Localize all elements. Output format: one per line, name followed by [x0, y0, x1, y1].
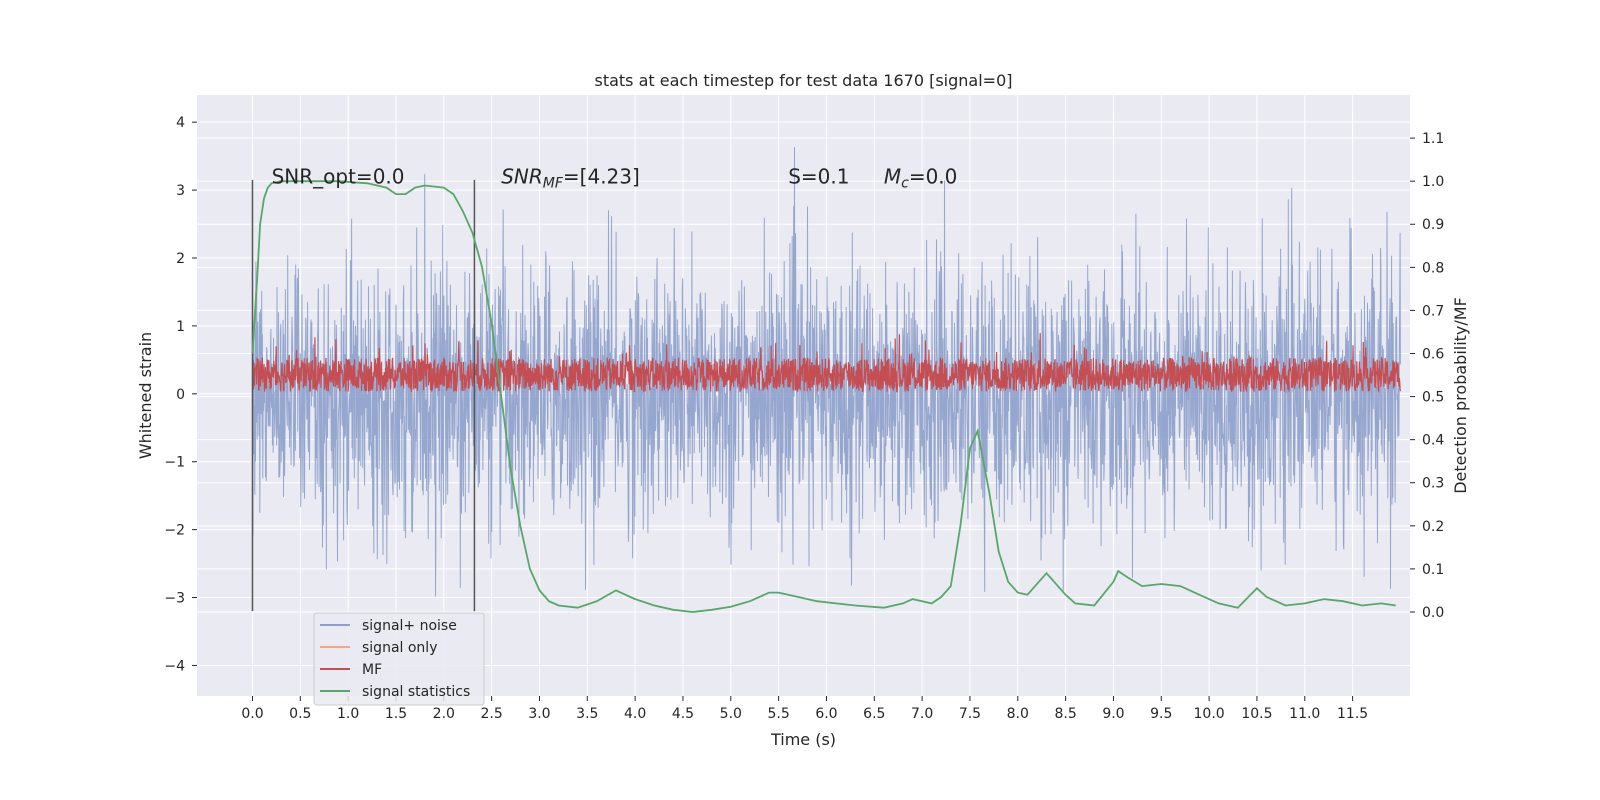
annotation: Mc=0.0 — [884, 164, 958, 191]
y2-tick-label: 0.4 — [1422, 433, 1444, 449]
y-tick-labels: −4 −3 −2 −1 0 1 2 3 4 — [164, 115, 197, 674]
x-tick-label: 10.0 — [1194, 706, 1225, 722]
y-tick-label: 2 — [176, 251, 185, 267]
y-tick-label: 4 — [176, 115, 185, 131]
y-tick-label: −3 — [164, 591, 185, 607]
x-tick-label: 2.0 — [433, 706, 455, 722]
annotation: S=0.1 — [788, 164, 849, 188]
x-tick-label: 8.5 — [1054, 706, 1076, 722]
y-tick-label: −4 — [164, 658, 185, 674]
x-tick-labels: 0.0 0.5 1.0 1.5 2.0 2.5 3.0 3.5 4.0 4.5 5.0 5.5 6.0 6… — [241, 696, 1368, 722]
x-tick-label: 11.0 — [1289, 706, 1320, 722]
y2-axis-label: Detection probability/MF — [1451, 297, 1470, 494]
y2-tick-label: 0.8 — [1422, 260, 1444, 276]
legend-label-mf: MF — [362, 662, 382, 678]
x-tick-label: 8.0 — [1007, 706, 1029, 722]
x-tick-label: 11.5 — [1337, 706, 1368, 722]
series-mf — [251, 333, 1401, 394]
annotations: SNR_opt=0.0 SNRMF=[4.23] S=0.1 Mc=0.0 — [272, 164, 958, 191]
x-tick-label: 9.0 — [1102, 706, 1124, 722]
annotation: SNRMF=[4.23] — [501, 164, 640, 191]
y2-tick-label: 0.2 — [1422, 519, 1444, 535]
x-tick-label: 10.5 — [1241, 706, 1272, 722]
y2-tick-label: 0.3 — [1422, 476, 1444, 492]
signal-noise-line — [252, 146, 1401, 597]
x-tick-label: 4.5 — [672, 706, 694, 722]
x-tick-label: 9.5 — [1150, 706, 1172, 722]
series-signal-statistics — [251, 180, 1396, 613]
y-tick-label: −2 — [164, 523, 185, 539]
legend: signal+ noise signal only MF signal stat… — [313, 612, 485, 706]
y-axis-label: Whitened strain — [136, 332, 155, 459]
y-tick-label: 1 — [176, 319, 185, 335]
x-tick-label: 3.5 — [576, 706, 598, 722]
x-tick-label: 1.0 — [337, 706, 359, 722]
x-tick-label: 0.5 — [289, 706, 311, 722]
y-tick-label: 3 — [176, 183, 185, 199]
x-tick-label: 7.5 — [959, 706, 981, 722]
y2-tick-label: 0.0 — [1422, 605, 1444, 621]
y-tick-label: 0 — [176, 387, 185, 403]
y2-tick-label: 0.5 — [1422, 390, 1444, 406]
x-tick-label: 4.0 — [624, 706, 646, 722]
x-tick-label: 5.0 — [720, 706, 742, 722]
vertical-lines — [251, 179, 476, 612]
x-tick-label: 3.0 — [528, 706, 550, 722]
y2-tick-label: 0.1 — [1422, 562, 1444, 578]
chart-title: stats at each timestep for test data 167… — [594, 71, 1012, 90]
x-tick-label: 7.0 — [911, 706, 933, 722]
x-tick-label: 2.5 — [481, 706, 503, 722]
y2-tick-labels: 0.0 0.1 0.2 0.3 0.4 0.5 0.6 0.7 0.8 0.9 1.0 1.1 — [1410, 131, 1444, 621]
y2-tick-label: 1.0 — [1422, 174, 1444, 190]
y2-tick-label: 0.7 — [1422, 303, 1444, 319]
annotation: SNR_opt=0.0 — [272, 164, 405, 188]
y-tick-label: −1 — [164, 455, 185, 471]
legend-label-signal-statistics: signal statistics — [362, 684, 470, 700]
y2-tick-label: 0.9 — [1422, 217, 1444, 233]
x-axis-label: Time (s) — [770, 730, 836, 749]
x-tick-label: 6.5 — [863, 706, 885, 722]
x-tick-label: 0.0 — [241, 706, 263, 722]
series-signal-noise — [252, 146, 1401, 597]
x-tick-label: 1.5 — [385, 706, 407, 722]
x-tick-label: 6.0 — [815, 706, 837, 722]
y2-tick-label: 0.6 — [1422, 346, 1444, 362]
legend-label-signal-only: signal only — [362, 640, 437, 656]
mf-line — [251, 333, 1401, 394]
legend-box — [313, 612, 485, 706]
legend-label-signal-noise: signal+ noise — [362, 618, 457, 634]
x-tick-label: 5.5 — [767, 706, 789, 722]
y2-tick-label: 1.1 — [1422, 131, 1444, 147]
